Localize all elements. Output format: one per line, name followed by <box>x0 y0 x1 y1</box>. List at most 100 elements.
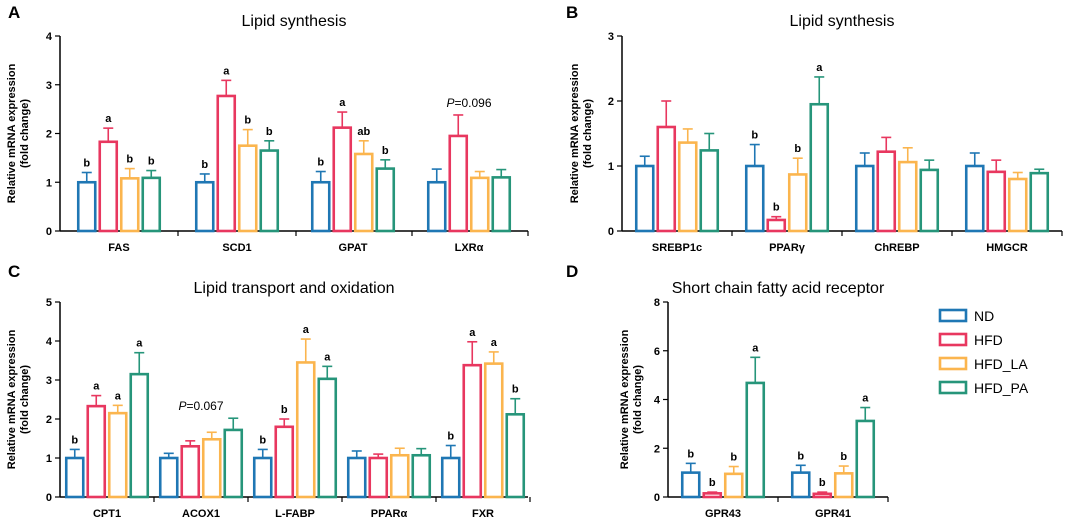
panel-c-significance-label: a <box>469 327 476 339</box>
panel-a-bar-nd <box>76 180 97 233</box>
panel-a-category-label: GPAT <box>339 242 368 254</box>
legend-label-hfd-pa: HFD_PA <box>974 380 1029 396</box>
panel-d-bar-nd <box>790 471 811 499</box>
panel-a-ytick-label: 3 <box>46 80 52 92</box>
panel-a-p-symbol: P <box>446 96 454 110</box>
panel-c-ytick-label: 1 <box>46 453 52 465</box>
panel-a-significance-label: b <box>317 157 324 169</box>
panel-d-bar-hfd <box>812 492 833 499</box>
panel-a-ytick-label: 2 <box>46 129 52 141</box>
panel-c-significance-label: b <box>281 404 288 416</box>
panel-d-bar-hfd-la <box>833 472 854 499</box>
panel-d-significance-label: a <box>862 393 869 405</box>
panel-b-ytick-label: 2 <box>608 96 614 108</box>
panel-c-letter: C <box>8 262 20 281</box>
legend-swatch-nd <box>938 308 968 323</box>
panel-a-bar-hfd-pa <box>141 176 162 233</box>
panel-d-ytick-label: 2 <box>654 443 660 455</box>
panel-d-significance-label: b <box>709 477 716 489</box>
panel-b-significance-label: a <box>816 62 823 74</box>
panel-a-significance-label: b <box>266 126 273 138</box>
panel-d-bar-hfd-pa <box>855 419 876 499</box>
panel-a-ytick-label: 4 <box>46 31 53 43</box>
panel-c-ylabel-line: Relative mRNA expression <box>6 329 18 469</box>
panel-b-ytick-label: 1 <box>608 161 614 173</box>
panel-d-ytick-label: 4 <box>654 395 661 407</box>
panel-c-p-value: =0.067 <box>186 399 223 413</box>
panel-b-title: Lipid synthesis <box>790 13 895 30</box>
panel-c-bar-hfd-la <box>483 362 504 499</box>
panel-b-ylabel-line: (fold change) <box>582 99 594 168</box>
panel-b-ylabel: Relative mRNA expression(fold change) <box>569 63 594 203</box>
panel-a-bar-nd <box>310 180 331 233</box>
panel-d-ytick-label: 8 <box>654 297 660 309</box>
legend-label-hfd: HFD <box>974 332 1003 348</box>
panel-c-bar-nd <box>440 456 461 499</box>
panel-c-ylabel-line: (fold change) <box>19 365 31 434</box>
panel-d-bar-hfd-la <box>723 472 744 499</box>
panel-d-significance-label: a <box>752 342 759 354</box>
panel-b-bar-hfd-la <box>897 160 918 233</box>
panel-b-bar-hfd <box>876 150 897 233</box>
panel-c-category-label: L-FABP <box>275 508 315 520</box>
panel-a-ytick-label: 1 <box>46 177 52 189</box>
panel-d-ytick-label: 6 <box>654 346 660 358</box>
panel-a-bar-hfd <box>98 140 119 233</box>
panel-d-title: Short chain fatty acid receptor <box>672 280 885 297</box>
panel-a-bar-hfd-pa <box>491 176 512 233</box>
panel-a-significance-label: b <box>83 158 90 170</box>
legend-swatch-hfd-pa <box>938 380 968 395</box>
panel-c-ytick-label: 5 <box>46 297 52 309</box>
panel-d-significance-label: b <box>687 448 694 460</box>
legend-swatch-hfd-la <box>938 356 968 371</box>
legend-label-nd: ND <box>974 308 994 324</box>
panel-c-bar-hfd <box>274 425 295 499</box>
panel-c-bar-hfd-la <box>107 411 128 499</box>
panel-c-significance-label: a <box>93 381 100 393</box>
panel-a-significance-label: b <box>201 159 208 171</box>
panel-a-p-value: =0.096 <box>454 96 491 110</box>
panel-c-category-label: CPT1 <box>93 508 121 520</box>
panel-a-significance-label: a <box>105 113 112 125</box>
panel-b-bar-hfd <box>656 125 677 233</box>
legend-swatch-hfd <box>938 332 968 347</box>
panel-c-significance-label: b <box>512 384 519 396</box>
panel-a-significance-label: b <box>244 115 251 127</box>
panel-a-letter: A <box>8 3 20 22</box>
panel-a-bar-hfd <box>448 134 469 233</box>
panel-b-category-label: ChREBP <box>874 242 919 254</box>
panel-b-ytick-label: 0 <box>608 226 614 238</box>
panel-c-bar-hfd <box>462 363 483 499</box>
panel-d-bar-hfd <box>702 492 723 499</box>
panel-c-significance-label: a <box>136 338 143 350</box>
panel-c-significance-label: b <box>259 434 266 446</box>
panel-c-bar-hfd-pa <box>129 372 150 499</box>
panel-a-category-label: FAS <box>108 242 129 254</box>
panel-b-bar-hfd <box>986 170 1007 233</box>
panel-a-p-value-annotation: P=0.096 <box>446 96 491 110</box>
panel-c-ytick-label: 4 <box>46 336 53 348</box>
panel-a-significance-label: b <box>126 154 133 166</box>
panel-b-category-label: PPARγ <box>769 242 806 254</box>
panel-d-ytick-label: 0 <box>654 492 660 504</box>
panel-b-bar-hfd-la <box>677 141 698 233</box>
panel-b-bar-hfd-pa <box>699 149 720 233</box>
panel-a-bar-hfd <box>216 94 237 233</box>
panel-d-ylabel-line: (fold change) <box>632 365 644 434</box>
panel-b-ylabel-line: Relative mRNA expression <box>569 63 581 203</box>
panel-b-bar-hfd-la <box>787 173 808 233</box>
panel-c-bar-hfd-pa <box>411 453 432 499</box>
panel-c-bar-hfd <box>180 444 201 499</box>
panel-a-ytick-label: 0 <box>46 226 52 238</box>
panel-d-category-label: GPR41 <box>815 508 851 520</box>
panel-c-ytick-label: 3 <box>46 375 52 387</box>
panel-b-bar-nd <box>744 164 765 233</box>
panel-c-bar-nd <box>64 456 85 499</box>
panel-a-ylabel-line: Relative mRNA expression <box>6 63 18 203</box>
panel-b-bar-nd <box>854 164 875 233</box>
panel-c-category-label: PPARα <box>371 508 408 520</box>
panel-c-bar-hfd-pa <box>317 377 338 499</box>
panel-a-bar-hfd <box>332 126 353 233</box>
panel-a-category-label: LXRα <box>455 242 484 254</box>
